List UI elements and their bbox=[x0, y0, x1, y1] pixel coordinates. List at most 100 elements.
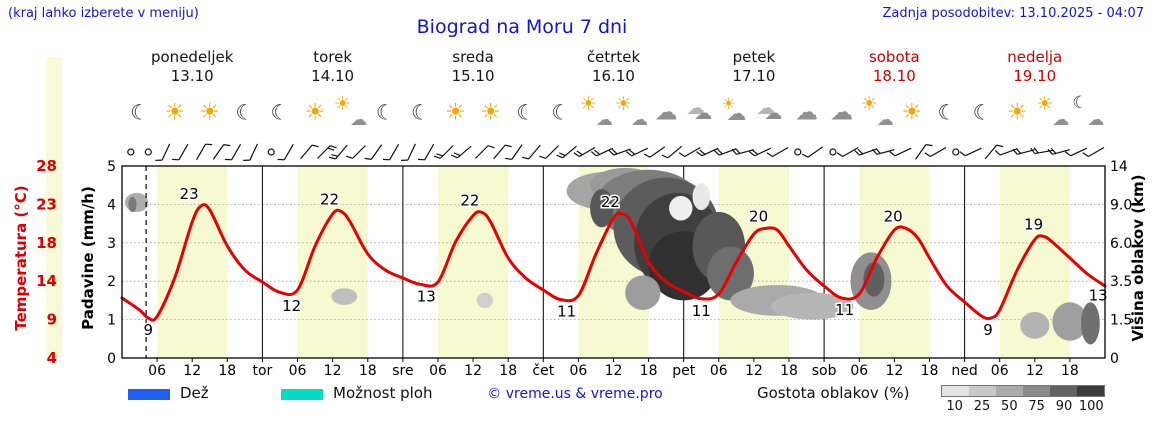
sun-cloud-icon: ☀ ☁ bbox=[615, 92, 648, 130]
svg-text:3: 3 bbox=[107, 236, 116, 252]
cloud-height-axis-ticks: 14 9.0 6.0 3.5 1.5 0 bbox=[1110, 159, 1132, 367]
svg-text:1: 1 bbox=[107, 313, 116, 329]
clouds-icon: ☁ ☁ bbox=[756, 96, 783, 124]
svg-text:12: 12 bbox=[745, 363, 763, 379]
svg-text:18: 18 bbox=[359, 363, 377, 379]
showers-legend-swatch bbox=[281, 389, 323, 400]
sun-icon: ☀ bbox=[164, 99, 185, 125]
sun-cloud-icon: ☀ ☁ bbox=[860, 92, 894, 130]
svg-text:06: 06 bbox=[148, 363, 166, 379]
svg-text:14: 14 bbox=[1110, 159, 1128, 175]
cloud-icon: ☁ bbox=[830, 99, 854, 125]
day-name: nedelja bbox=[1007, 48, 1063, 66]
svg-text:sob: sob bbox=[812, 363, 837, 379]
density-tick-label: 25 bbox=[973, 399, 991, 414]
svg-text:18: 18 bbox=[921, 363, 939, 379]
moon-icon: ☾ bbox=[235, 100, 255, 124]
day-date: 18.10 bbox=[872, 67, 916, 85]
day-header-16.10: četrtek 16.10 bbox=[543, 48, 683, 90]
sun-icon: ☀ bbox=[1006, 99, 1028, 125]
sun-cloud-icon: ☀ ☁ bbox=[1036, 92, 1070, 130]
svg-text:06: 06 bbox=[569, 363, 587, 379]
svg-text:ned: ned bbox=[951, 363, 977, 379]
density-segment-25 bbox=[969, 386, 996, 396]
day-name: sreda bbox=[452, 48, 494, 66]
sun-cloud-icon: ☀ ☁ bbox=[579, 92, 613, 130]
svg-text:11: 11 bbox=[557, 303, 576, 321]
day-icons-14.10: ☾ ☀ ☀ ☁ ☾ bbox=[262, 89, 402, 136]
svg-text:13: 13 bbox=[1089, 287, 1108, 305]
svg-text:06: 06 bbox=[710, 363, 728, 379]
sun-icon: ☀ bbox=[901, 99, 923, 125]
day-header-14.10: torek 14.10 bbox=[262, 48, 402, 90]
day-icons-16.10: ☾ ☀ ☁ ☀ ☁ ☁ bbox=[543, 89, 683, 136]
day-icons-13.10: ☾ ☀ ☀ ☾ bbox=[122, 89, 262, 136]
moon-icon: ☾ bbox=[516, 100, 536, 124]
day-header-18.10: sobota 18.10 bbox=[824, 48, 964, 90]
svg-text:20: 20 bbox=[884, 207, 903, 225]
copyright-link[interactable]: © vreme.us & vreme.pro bbox=[487, 386, 663, 402]
density-segment-90 bbox=[1050, 386, 1077, 396]
moon-icon: ☾ bbox=[972, 100, 992, 124]
svg-text:12: 12 bbox=[1026, 363, 1044, 379]
rain-legend-label: Dež bbox=[180, 384, 209, 402]
day-date: 19.10 bbox=[1013, 67, 1057, 85]
day-header-15.10: sreda 15.10 bbox=[403, 48, 543, 90]
wind-barbs-row bbox=[127, 143, 1105, 161]
density-tick-label: 90 bbox=[1055, 399, 1073, 414]
cloud-icon: ☁ bbox=[654, 99, 678, 125]
svg-text:čet: čet bbox=[532, 363, 554, 379]
moon-icon: ☾ bbox=[410, 100, 430, 124]
svg-text:06: 06 bbox=[991, 363, 1009, 379]
svg-text:18: 18 bbox=[499, 363, 517, 379]
sun-icon: ☀ bbox=[480, 99, 501, 125]
weather-icons-row: ☾ ☀ ☀ ☾ ☾ ☀ ☀ ☁ ☾ ☾ ☀ ☀ ☾ ☾ ☀ ☁ ☀ ☁ ☁ ☁ ☁ ☀ ☁ ☁ ☁ ☁ ☁ ☀ ☁ ☀ ☾ ☾ ☀ ☀ ☁ ☾ ☁ bbox=[122, 89, 1105, 136]
svg-text:9.0: 9.0 bbox=[1110, 197, 1132, 213]
cloud-density-legend-label: Gostota oblakov (%) bbox=[757, 384, 910, 402]
svg-text:14: 14 bbox=[36, 272, 57, 290]
svg-text:12: 12 bbox=[324, 363, 342, 379]
day-icons-15.10: ☾ ☀ ☀ ☾ bbox=[403, 89, 543, 136]
day-name: četrtek bbox=[586, 48, 641, 66]
svg-text:18: 18 bbox=[780, 363, 798, 379]
svg-text:23: 23 bbox=[36, 195, 57, 213]
svg-text:0: 0 bbox=[107, 351, 116, 367]
day-header-19.10: nedelja 19.10 bbox=[965, 48, 1105, 90]
svg-text:9: 9 bbox=[47, 311, 57, 329]
svg-text:sre: sre bbox=[392, 363, 413, 379]
svg-text:1.5: 1.5 bbox=[1110, 313, 1132, 329]
svg-text:18: 18 bbox=[218, 363, 236, 379]
cloud-density-ticks: 10 25 50 75 90 100 bbox=[941, 399, 1105, 414]
svg-text:9: 9 bbox=[144, 321, 154, 339]
clouds-icon: ☁ ☁ bbox=[686, 96, 713, 124]
x-axis-ticks bbox=[156, 358, 1071, 362]
svg-text:4: 4 bbox=[107, 197, 116, 213]
svg-text:06: 06 bbox=[429, 363, 447, 379]
moon-icon: ☾ bbox=[270, 100, 290, 124]
svg-text:12: 12 bbox=[282, 297, 301, 315]
left-margin-band bbox=[46, 57, 62, 358]
showers-legend-label: Možnost ploh bbox=[333, 384, 433, 402]
density-segment-75 bbox=[1023, 386, 1050, 396]
x-axis-labels: 06 12 18 tor 06 12 18 sre 06 12 18 čet 06 12 18 pet 06 12… bbox=[148, 363, 1079, 379]
svg-text:6.0: 6.0 bbox=[1110, 236, 1132, 252]
svg-text:12: 12 bbox=[885, 363, 903, 379]
day-icons-18.10: ☁ ☀ ☁ ☀ ☾ bbox=[824, 89, 964, 136]
svg-text:0: 0 bbox=[1110, 351, 1119, 367]
svg-text:9: 9 bbox=[983, 321, 993, 339]
svg-text:pet: pet bbox=[672, 363, 696, 379]
svg-text:18: 18 bbox=[640, 363, 658, 379]
svg-text:22: 22 bbox=[460, 191, 479, 209]
cloud-height-axis-label: Višina oblakov (km) bbox=[1129, 174, 1147, 342]
rain-legend-swatch bbox=[128, 389, 170, 400]
svg-text:06: 06 bbox=[289, 363, 307, 379]
svg-text:13: 13 bbox=[417, 287, 436, 305]
sun-icon: ☀ bbox=[199, 99, 221, 125]
menu-hint: (kraj lahko izberete v meniju) bbox=[8, 6, 199, 21]
sun-icon: ☀ bbox=[304, 99, 326, 125]
day-header-13.10: ponedeljek 13.10 bbox=[122, 48, 262, 90]
svg-text:11: 11 bbox=[835, 301, 854, 319]
temperature-axis-label: Temperatura (°C) bbox=[12, 185, 30, 331]
svg-text:22: 22 bbox=[320, 191, 339, 209]
